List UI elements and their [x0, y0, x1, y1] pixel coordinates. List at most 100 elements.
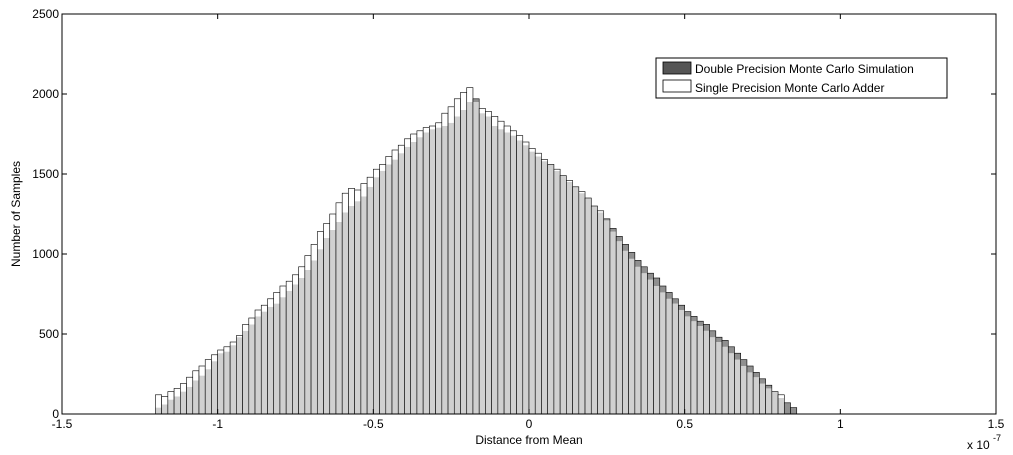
x-axis-title: Distance from Mean — [475, 433, 582, 447]
bar-double-precision-excess — [603, 218, 610, 221]
bar-single-precision-excess — [429, 126, 436, 130]
bar-double-precision-excess — [759, 378, 766, 384]
bar-overlap — [304, 270, 312, 414]
bar-overlap — [491, 126, 498, 414]
bar-overlap — [715, 342, 723, 414]
bar-overlap — [286, 290, 293, 414]
bar-overlap — [753, 377, 760, 414]
bar-single-precision-excess — [566, 180, 573, 182]
bar-overlap — [161, 404, 168, 414]
bar-overlap — [192, 380, 199, 414]
bar-double-precision-excess — [665, 292, 673, 299]
bar-overlap — [522, 145, 529, 414]
legend-swatch-double-precision — [662, 61, 692, 75]
bar-overlap — [392, 159, 399, 414]
bar-single-precision-excess — [155, 394, 162, 408]
bar-overlap — [684, 316, 691, 414]
bar-single-precision-excess — [553, 169, 561, 171]
y-tick-label: 2000 — [32, 87, 59, 101]
x-tick-label: 0.5 — [676, 417, 693, 431]
bar-single-precision-excess — [248, 318, 256, 325]
bar-single-precision-excess — [342, 193, 349, 213]
bar-overlap — [504, 132, 511, 414]
bar-single-precision-excess — [367, 177, 374, 187]
bar-overlap — [261, 311, 268, 414]
bar-overlap — [223, 351, 231, 414]
bar-single-precision-excess — [223, 346, 231, 352]
bar-overlap — [186, 386, 193, 414]
bar-overlap — [360, 196, 368, 414]
bar-single-precision-excess — [522, 142, 529, 146]
bar-overlap — [317, 249, 324, 414]
bar-single-precision-excess — [323, 223, 330, 238]
bar-overlap — [560, 175, 567, 414]
bar-overlap — [591, 206, 598, 414]
bar-overlap — [410, 142, 417, 414]
bar-double-precision-excess — [641, 266, 648, 274]
bar-double-precision-excess — [634, 260, 642, 267]
bar-single-precision-excess — [348, 188, 355, 206]
bar-overlap — [423, 132, 430, 414]
bar-overlap — [198, 375, 206, 414]
bar-overlap — [367, 186, 374, 414]
bar-single-precision-excess — [217, 350, 224, 354]
legend-box — [655, 57, 948, 99]
bar-overlap — [510, 135, 517, 414]
bar-single-precision-excess — [404, 138, 411, 147]
bar-overlap — [535, 156, 542, 414]
bar-overlap — [329, 230, 336, 414]
bar-single-precision-excess — [286, 281, 293, 291]
bar-overlap — [678, 310, 685, 414]
bar-double-precision-excess — [616, 236, 623, 242]
bar-overlap — [174, 396, 181, 414]
bar-overlap — [547, 164, 554, 414]
bar-single-precision-excess — [479, 108, 486, 114]
bar-overlap — [460, 110, 467, 414]
bar-overlap — [342, 212, 349, 414]
bar-overlap — [771, 391, 779, 414]
bar-double-precision-excess — [722, 340, 729, 347]
bar-overlap — [485, 116, 492, 415]
bar-overlap — [553, 170, 561, 414]
bars-layer — [155, 87, 798, 415]
bar-overlap — [778, 398, 785, 414]
bar-double-precision-excess — [765, 385, 772, 389]
bar-overlap — [597, 212, 604, 414]
bar-double-precision-excess — [746, 366, 754, 373]
bar-single-precision-excess — [485, 111, 492, 117]
bar-double-precision-excess — [678, 305, 685, 310]
bar-double-precision-excess — [472, 98, 480, 102]
bar-double-precision-excess — [753, 372, 760, 378]
bar-overlap — [728, 353, 735, 414]
bar-single-precision-excess — [510, 130, 517, 136]
y-tick-label: 1000 — [32, 247, 59, 261]
bar-double-precision-excess — [703, 324, 710, 331]
legend-label-double-precision: Double Precision Monte Carlo Simulation — [695, 62, 914, 76]
bar-single-precision-excess — [192, 370, 199, 381]
bar-overlap — [404, 146, 411, 415]
bar-single-precision-excess — [379, 164, 386, 171]
bar-single-precision-excess — [504, 126, 511, 133]
bar-overlap — [385, 164, 393, 414]
bar-single-precision-excess — [778, 394, 785, 398]
bar-overlap — [472, 102, 480, 414]
legend: Double Precision Monte Carlo Simulation … — [655, 57, 948, 99]
bar-double-precision-excess — [684, 311, 691, 317]
axis-ticks: -1.5 -1 -0.5 0 0.5 1 1.5 0 500 1000 1500 2000 2500 — [32, 7, 1004, 431]
bar-single-precision-excess — [410, 134, 417, 142]
bar-overlap — [348, 206, 355, 414]
bar-overlap — [647, 279, 654, 414]
bar-single-precision-excess — [454, 98, 461, 117]
bar-single-precision-excess — [329, 214, 336, 230]
bar-overlap — [217, 353, 224, 414]
y-tick-label: 0 — [52, 407, 59, 421]
bar-single-precision-excess — [578, 191, 586, 194]
bar-single-precision-excess — [491, 116, 498, 126]
bar-overlap — [379, 170, 386, 414]
bar-single-precision-excess — [392, 150, 399, 160]
bar-double-precision-excess — [709, 330, 716, 338]
x-tick-label: -1.5 — [52, 417, 73, 431]
bar-overlap — [479, 113, 486, 414]
bar-double-precision-excess — [653, 278, 660, 286]
